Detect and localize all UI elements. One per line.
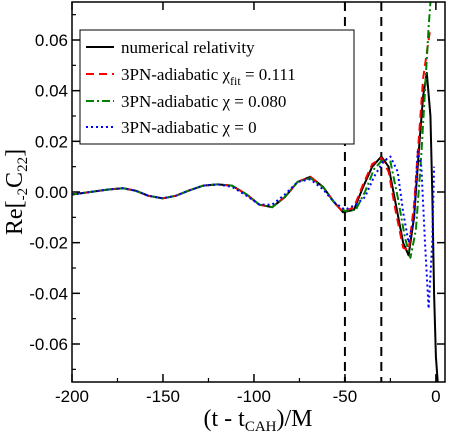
axis-tick-labels: -200 -150 -100 -50 0 -0.06 -0.04 -0.02 0.00 0.02 0…	[29, 31, 440, 406]
y-tick-label-4: 0.02	[35, 132, 68, 151]
legend-label-chi0: 3PN-adiabatic χ = 0	[121, 118, 257, 137]
y-tick-label-5: 0.04	[35, 82, 68, 101]
y-axis-label: Re[-2C22]	[2, 149, 31, 235]
y-tick-label-6: 0.06	[35, 31, 68, 50]
x-axis-label: (t - tCAH)/M	[204, 406, 313, 435]
y-tick-label-2: -0.02	[29, 234, 68, 253]
y-tick-label-1: -0.04	[29, 284, 68, 303]
x-tick-label-0: -200	[55, 387, 89, 406]
y-tick-label-3: 0.00	[35, 183, 68, 202]
series-lines	[72, 2, 439, 382]
series-line-1	[72, 27, 432, 252]
legend-box	[79, 29, 355, 145]
x-tick-label-2: -100	[237, 387, 271, 406]
legend-label-chi080: 3PN-adiabatic χ = 0.080	[121, 92, 286, 111]
series-line-3	[72, 150, 436, 310]
legend-label-chifit: 3PN-adiabatic χfit = 0.111	[121, 65, 296, 88]
legend-item-chifit: 3PN-adiabatic χfit = 0.111	[86, 65, 296, 88]
x-tick-label-1: -150	[146, 387, 180, 406]
legend-item-nr: numerical relativity	[86, 38, 255, 57]
legend-item-chi0: 3PN-adiabatic χ = 0	[86, 118, 257, 137]
y-tick-label-0: -0.06	[29, 335, 68, 354]
x-tick-label-4: 0	[431, 387, 440, 406]
axis-ticks	[71, 2, 445, 382]
legend: numerical relativity 3PN-adiabatic χfit …	[79, 29, 355, 145]
x-tick-label-3: -50	[333, 387, 358, 406]
legend-item-chi080: 3PN-adiabatic χ = 0.080	[86, 92, 286, 111]
legend-label-nr: numerical relativity	[121, 38, 255, 57]
